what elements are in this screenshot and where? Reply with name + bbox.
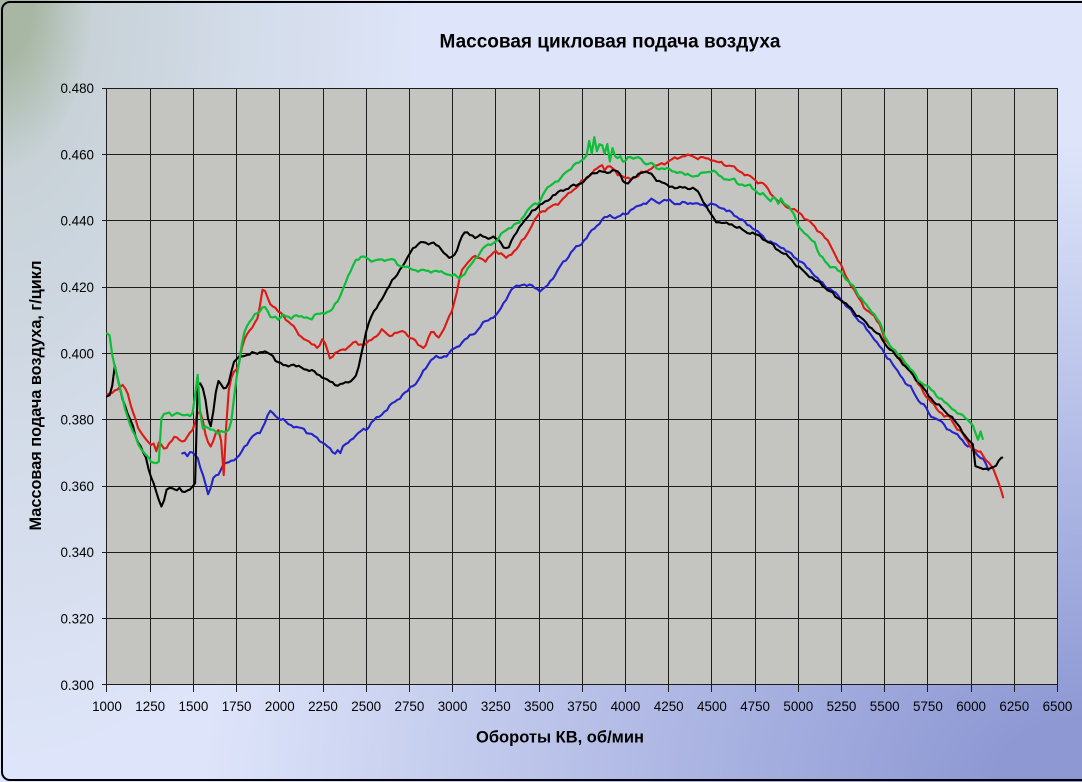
svg-text:6250: 6250 [999,699,1029,714]
svg-text:1750: 1750 [222,699,252,714]
svg-text:1500: 1500 [179,699,209,714]
svg-text:4500: 4500 [697,699,727,714]
svg-text:0.400: 0.400 [60,346,94,361]
svg-text:0.460: 0.460 [60,147,94,162]
svg-text:0.320: 0.320 [60,612,94,627]
svg-text:Массовая цикловая подача возду: Массовая цикловая подача воздуха [440,32,781,53]
svg-text:0.300: 0.300 [60,678,94,693]
svg-text:0.480: 0.480 [60,81,94,96]
svg-text:2500: 2500 [351,699,381,714]
svg-text:0.340: 0.340 [60,545,94,560]
svg-text:0.380: 0.380 [60,413,94,428]
svg-text:3000: 3000 [438,699,468,714]
svg-text:1000: 1000 [92,699,122,714]
svg-text:2000: 2000 [265,699,295,714]
svg-text:Массовая подача воздуха, г/цик: Массовая подача воздуха, г/цикл [27,261,45,531]
svg-text:5000: 5000 [783,699,813,714]
svg-text:4750: 4750 [740,699,770,714]
svg-text:4000: 4000 [611,699,641,714]
svg-text:5250: 5250 [827,699,857,714]
svg-text:0.420: 0.420 [60,280,94,295]
svg-text:2750: 2750 [395,699,425,714]
svg-text:3750: 3750 [567,699,597,714]
svg-text:1250: 1250 [135,699,165,714]
svg-text:3250: 3250 [481,699,511,714]
svg-text:0.360: 0.360 [60,479,94,494]
svg-text:3500: 3500 [524,699,554,714]
svg-text:0.440: 0.440 [60,214,94,229]
svg-text:5500: 5500 [870,699,900,714]
svg-text:4250: 4250 [654,699,684,714]
svg-text:2250: 2250 [308,699,338,714]
svg-text:Обороты КВ, об/мин: Обороты КВ, об/мин [476,729,644,747]
svg-text:5750: 5750 [913,699,943,714]
svg-text:6500: 6500 [1043,699,1073,714]
svg-text:6000: 6000 [956,699,986,714]
